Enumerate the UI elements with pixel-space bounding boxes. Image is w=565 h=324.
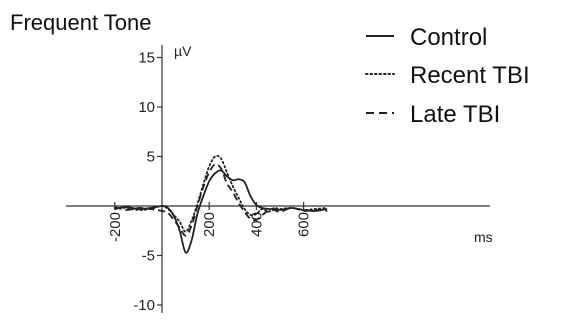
- series-line-control: [114, 169, 328, 254]
- legend-label-recent-tbi: Recent TBI: [410, 62, 530, 89]
- x-tick-label: 200: [201, 212, 218, 237]
- axis-ticks: -10 -5 5 10 15 -200 200 400 600: [107, 50, 313, 315]
- series-line-late-tbi: [114, 163, 328, 237]
- chart-title: Frequent Tone: [10, 10, 151, 35]
- legend-label-control: Control: [410, 24, 487, 51]
- y-tick-label: 15: [138, 50, 155, 67]
- series-line-recent-tbi: [113, 154, 329, 233]
- x-tick-label: -200: [107, 212, 124, 242]
- x-tick-label: 400: [248, 212, 265, 237]
- y-tick-label: 5: [147, 149, 155, 166]
- y-tick-label: -10: [133, 297, 155, 314]
- axes: [66, 45, 490, 313]
- y-unit-label: µV: [174, 43, 192, 59]
- y-tick-label: 10: [138, 99, 155, 116]
- y-tick-label: -5: [142, 248, 155, 265]
- legend-label-late-tbi: Late TBI: [410, 101, 500, 128]
- legend: Control Recent TBI Late TBI: [365, 24, 530, 128]
- x-unit-label: ms: [474, 229, 493, 245]
- series-lines: [113, 154, 329, 254]
- x-tick-label: 600: [296, 212, 313, 237]
